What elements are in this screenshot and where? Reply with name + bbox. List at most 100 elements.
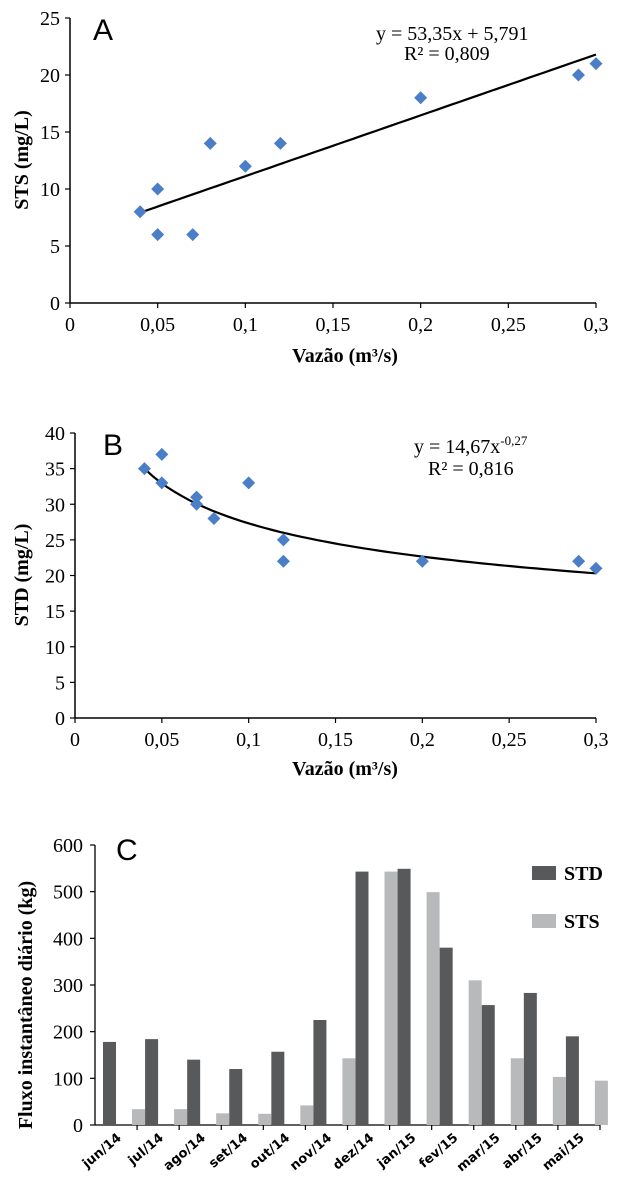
bar-sts <box>594 1080 608 1125</box>
trendline-a <box>139 53 597 214</box>
bar-sts <box>510 1058 524 1125</box>
category-label: ago/14 <box>161 1131 209 1175</box>
x-tick-label-b: 0,3 <box>584 729 609 751</box>
data-point-b <box>242 476 256 490</box>
y-tick-label-a: 15 <box>40 122 60 144</box>
panel-label-b: B <box>103 429 123 462</box>
y-tick-label-b: 35 <box>45 459 65 481</box>
y-tick-label-c: 0 <box>73 1115 83 1137</box>
bar-sts <box>216 1113 230 1125</box>
legend-label-std: STD <box>564 863 603 885</box>
equation-b-exponent: -0,27 <box>500 433 528 448</box>
equation-b: y = 14,67x-0,27 <box>414 433 528 458</box>
x-tick-label-a: 0,15 <box>316 314 351 336</box>
bar-sts <box>342 1058 356 1125</box>
y-tick-label-a: 10 <box>40 179 60 201</box>
category-label: dez/14 <box>330 1131 377 1174</box>
r2-a: R² = 0,809 <box>404 43 490 65</box>
y-tick-label-a: 0 <box>50 293 60 315</box>
equation-b-main: y = 14,67x <box>414 436 500 458</box>
y-tick-label-b: 25 <box>45 530 65 552</box>
bar-std <box>481 1005 495 1125</box>
equation-a: y = 53,35x + 5,791 <box>376 23 529 45</box>
category-label: jun/14 <box>79 1131 125 1173</box>
panel-label-a: A <box>93 14 113 47</box>
chart-b-svg: B y = 14,67x-0,27 R² = 0,816 Vazão (m³/s… <box>11 423 609 780</box>
bar-std <box>355 871 369 1125</box>
x-tick-label-b: 0,2 <box>410 729 435 751</box>
x-tick-label-a: 0,3 <box>584 314 609 336</box>
chart-panel-a: A y = 53,35x + 5,791 R² = 0,809 Vazão (m… <box>0 0 619 380</box>
bar-sts <box>426 892 440 1125</box>
data-point-a <box>203 136 217 150</box>
data-point-b <box>155 476 169 490</box>
bar-std <box>523 992 537 1125</box>
category-label: abr/15 <box>500 1131 546 1173</box>
category-label: nov/14 <box>287 1131 335 1174</box>
bar-sts <box>258 1113 272 1125</box>
category-label: jan/15 <box>374 1131 419 1172</box>
r2-b: R² = 0,816 <box>428 458 514 480</box>
x-tick-label-a: 0,1 <box>233 314 258 336</box>
panel-label-c: C <box>116 834 138 867</box>
bar-std <box>187 1059 201 1125</box>
trendline-b <box>143 467 597 575</box>
category-label: out/14 <box>247 1131 293 1173</box>
y-tick-label-b: 15 <box>45 601 65 623</box>
data-point-a <box>414 91 428 105</box>
data-point-b <box>137 462 151 476</box>
x-tick-label-a: 0,25 <box>491 314 526 336</box>
data-point-a <box>151 182 165 196</box>
x-axis-label-a: Vazão (m³/s) <box>292 345 398 367</box>
bar-std <box>103 1041 116 1125</box>
x-tick-label-b: 0,1 <box>236 729 261 751</box>
legend-swatch-std <box>532 866 556 880</box>
data-point-b <box>276 533 290 547</box>
y-tick-label-b: 5 <box>55 672 65 694</box>
x-axis-label-b: Vazão (m³/s) <box>292 758 398 780</box>
chart-panel-c: C Fluxo instantâneo diário (kg) 0 100 200 3… <box>0 830 619 1202</box>
y-tick-label-a: 5 <box>50 236 60 258</box>
x-tick-label-a: 0 <box>65 314 75 336</box>
y-tick-label-c: 400 <box>53 928 83 950</box>
y-tick-label-a: 25 <box>40 8 60 30</box>
y-axis-label-a: STS (mg/L) <box>11 110 33 209</box>
data-point-a <box>238 159 252 173</box>
data-point-a <box>571 68 585 82</box>
category-label: set/14 <box>206 1131 251 1172</box>
y-axis-label-c: Fluxo instantâneo diário (kg) <box>15 881 37 1129</box>
chart-panel-b: B y = 14,67x-0,27 R² = 0,816 Vazão (m³/s… <box>0 415 619 795</box>
data-point-a <box>151 228 165 242</box>
bar-std <box>565 1036 579 1125</box>
legend-swatch-sts <box>532 914 556 928</box>
y-tick-label-c: 600 <box>53 835 83 857</box>
bar-std <box>313 1020 327 1125</box>
data-point-a <box>133 205 147 219</box>
data-point-b <box>276 554 290 568</box>
y-axis-label-b: STD (mg/L) <box>11 524 33 627</box>
y-tick-label-c: 300 <box>53 975 83 997</box>
data-point-b <box>572 554 586 568</box>
data-point-a <box>186 228 200 242</box>
bar-sts <box>384 871 398 1125</box>
legend-label-sts: STS <box>564 911 600 933</box>
category-label: mar/15 <box>454 1131 503 1176</box>
y-tick-label-c: 200 <box>53 1022 83 1044</box>
x-tick-label-b: 0 <box>70 729 80 751</box>
x-tick-label-a: 0,05 <box>140 314 175 336</box>
data-point-a <box>589 57 603 71</box>
bar-std <box>271 1051 285 1125</box>
x-tick-label-b: 0,25 <box>492 729 527 751</box>
y-tick-label-b: 20 <box>45 566 65 588</box>
data-point-b <box>155 447 169 461</box>
bar-sts <box>174 1109 188 1125</box>
x-tick-label-b: 0,05 <box>144 729 179 751</box>
bar-sts <box>300 1105 314 1125</box>
data-point-b <box>415 554 429 568</box>
y-tick-label-c: 500 <box>53 882 83 904</box>
bar-std <box>397 868 411 1125</box>
chart-c-svg: C Fluxo instantâneo diário (kg) 0 100 200 3… <box>15 834 608 1176</box>
data-point-b <box>190 497 204 511</box>
data-point-b <box>207 512 221 525</box>
bar-std <box>145 1039 159 1125</box>
